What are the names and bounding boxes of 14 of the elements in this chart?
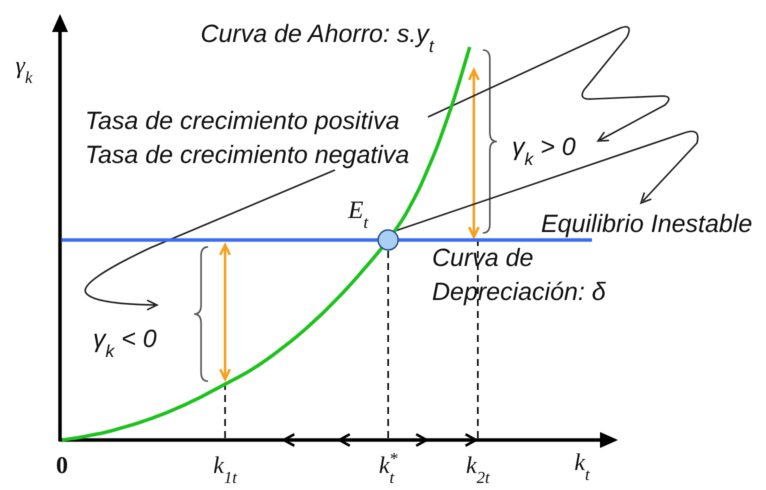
annotation: E$_{t}$ <box>347 196 370 232</box>
y-axis-title: γ$_{k}$ <box>512 133 534 169</box>
annotation: Tasa de crecimiento positiva <box>85 107 400 135</box>
annotation: Equilibrio Inestable <box>541 210 752 238</box>
x-tick-label: 0 <box>56 453 68 479</box>
text: γ$_{k}$ <box>16 53 32 86</box>
x-axis-title: k$_{t}$ <box>574 450 590 484</box>
annotation: Tasa de crecimiento negativa <box>85 141 410 169</box>
x-tick-label: k$_{1t}$ <box>213 453 238 486</box>
text: > 0 <box>540 133 576 161</box>
annotation: γ$_{k}$ < 0 <box>93 325 157 361</box>
x-tick-label: k$_{2t}$ <box>466 453 490 486</box>
series-label: Curva de Depreciación: δ <box>432 244 607 306</box>
series-label: Curva de Ahorro: s.y$_{t}$ <box>200 20 435 56</box>
